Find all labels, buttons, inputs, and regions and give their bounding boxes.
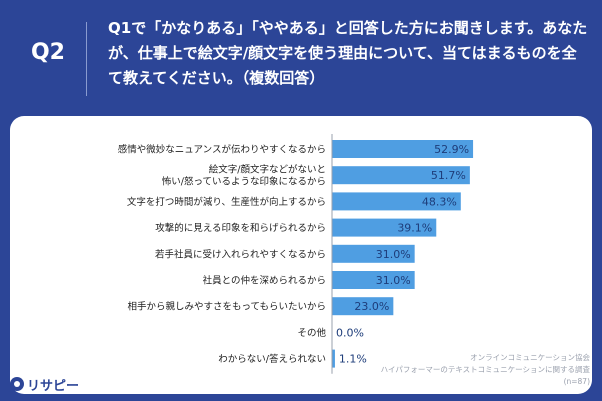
category-label: 文字を打つ時間が減り、生産性が向上するから	[127, 196, 326, 208]
value-label: 31.0%	[376, 274, 411, 287]
bar-chart: 感情や微妙なニュアンスが伝わりやすくなるから 52.9% 絵文字/顔文字などがないと…	[118, 134, 474, 374]
logo-text: リサピー	[27, 378, 80, 394]
bar	[332, 244, 415, 263]
bar	[332, 166, 470, 185]
question-text: Q1で「かなりある」「ややある」と回答した方にお聞きします。あなたが、仕事上で絵…	[108, 19, 588, 87]
value-label: 0.0%	[336, 326, 364, 339]
bar	[332, 297, 394, 316]
question-number: Q2	[30, 40, 65, 65]
category-label: 絵文字/顔文字などがないと怖い/怒っているような印象になるから	[162, 164, 326, 188]
category-label: わからない/答えられない	[218, 353, 326, 365]
bar	[332, 140, 474, 158]
category-label: 若手社員に受け入れられやすくなるから	[155, 248, 326, 260]
bar	[332, 218, 437, 237]
source-line-2: ハイパフォーマーのテキストコミュニケーションに関する調査	[380, 365, 590, 374]
value-label: 1.1%	[339, 353, 367, 366]
value-label: 31.0%	[376, 248, 411, 261]
bar	[332, 192, 461, 211]
value-label: 39.1%	[397, 222, 432, 235]
value-label: 23.0%	[354, 300, 389, 313]
source-note: オンラインコミュニケーション協会 ハイパフォーマーのテキストコミュニケーションに…	[350, 352, 590, 388]
category-label: 相手から親しみやすさをもってもらいたいから	[127, 301, 326, 313]
category-label: その他	[297, 327, 326, 339]
logo-icon	[10, 377, 24, 391]
category-label: 攻撃的に見える印象を和らげられるから	[155, 222, 326, 234]
chart-panel: 感情や微妙なニュアンスが伝わりやすくなるから 52.9% 絵文字/顔文字などがないと…	[10, 116, 592, 394]
sample-size: (n=87)	[563, 377, 590, 386]
header-divider	[86, 22, 87, 96]
brand-logo: リサピー	[10, 372, 88, 396]
category-label: 感情や微妙なニュアンスが伝わりやすくなるから	[118, 144, 326, 156]
value-label: 52.9%	[434, 143, 469, 156]
bar	[332, 271, 415, 289]
value-label: 48.3%	[422, 195, 457, 208]
source-line-1: オンラインコミュニケーション協会	[470, 353, 590, 362]
bar	[332, 349, 335, 368]
category-label: 社員との仲を深められるから	[203, 275, 326, 287]
header: Q2 Q1で「かなりある」「ややある」と回答した方にお聞きします。あなたが、仕事…	[0, 0, 602, 112]
value-label: 51.7%	[431, 169, 466, 182]
